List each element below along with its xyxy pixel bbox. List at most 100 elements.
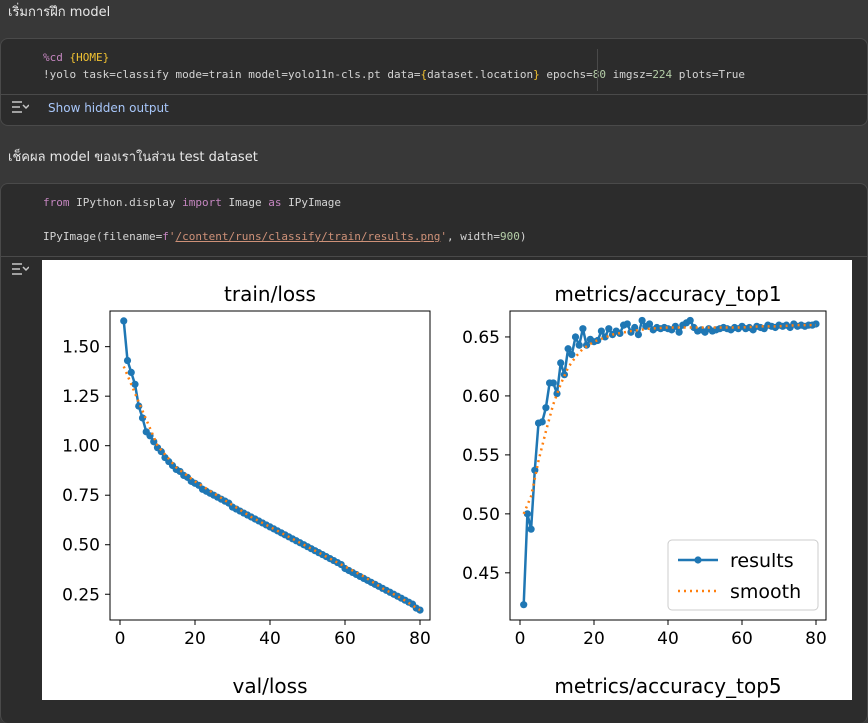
plots-arg: plots=True	[672, 68, 746, 81]
as-keyword: as	[268, 196, 282, 209]
y-tick-label: 0.75	[62, 486, 100, 506]
width-value: 900	[499, 230, 520, 243]
data-point	[542, 404, 550, 412]
x-tick-label: 80	[409, 629, 431, 649]
results-image: train/loss 0 20 40 60 80 0.25 0.50 0.75 1.00 1.25 1…	[42, 260, 852, 700]
data-point	[623, 320, 631, 328]
data-point	[564, 345, 572, 353]
data-point	[645, 320, 654, 328]
close-paren: )	[519, 230, 527, 243]
data-point	[575, 341, 583, 349]
legend-box	[667, 539, 819, 611]
y-tick-label: 1.00	[62, 437, 100, 457]
train-section-heading: เริ่มการฝึก model	[8, 5, 111, 20]
data-point	[520, 601, 528, 609]
x-tick-label: 0	[515, 629, 526, 649]
epochs-label: epochs=	[539, 68, 593, 81]
y-tick-label: 0.55	[462, 446, 500, 466]
output-toggle-icon[interactable]	[11, 262, 29, 276]
y-tick-label: 1.50	[62, 338, 100, 358]
legend-results-label: results	[730, 550, 794, 572]
series-line-smooth	[522, 323, 816, 515]
y-tick-label: 0.50	[462, 505, 500, 525]
y-tick-label: 0.60	[462, 387, 500, 407]
data-point	[527, 525, 535, 533]
data-point	[686, 316, 694, 325]
quote-open: '	[168, 230, 176, 243]
brace-close: }	[533, 68, 540, 81]
x-tick-label: 80	[805, 629, 827, 649]
x-tick-label: 0	[115, 629, 126, 649]
data-point	[594, 336, 602, 345]
home-variable: {HOME}	[69, 51, 110, 64]
magic-command: %cd	[43, 51, 63, 64]
data-point	[601, 333, 609, 341]
code-cell-train[interactable]: %cd {HOME} !yolo task=classify mode=trai…	[0, 38, 868, 126]
y-tick-label: 0.45	[462, 564, 500, 584]
data-point	[150, 438, 158, 446]
legend-results-marker	[694, 556, 702, 564]
brace-open: {	[420, 68, 428, 81]
code-line-cd[interactable]: %cd {HOME}	[43, 51, 109, 64]
test-section-heading: เช็คผล model ของเราในส่วน test dataset	[8, 150, 258, 165]
from-keyword: from	[43, 196, 70, 209]
output-toggle-icon[interactable]	[11, 100, 29, 114]
data-point	[579, 325, 587, 333]
width-arg: , width=	[447, 230, 500, 243]
data-point	[605, 325, 613, 333]
code-line-yolo[interactable]: !yolo task=classify mode=train model=yol…	[43, 68, 745, 81]
x-tick-label: 40	[259, 629, 281, 649]
data-point	[571, 333, 580, 341]
y-tick-label: 0.25	[62, 585, 100, 605]
data-point	[568, 351, 576, 359]
x-tick-label: 60	[731, 629, 753, 649]
x-tick-label: 40	[657, 629, 679, 649]
data-point	[127, 368, 135, 377]
results-plots: train/loss 0 20 40 60 80 0.25 0.50 0.75 1.00 1.25 1…	[62, 282, 827, 698]
x-tick-label: 20	[184, 629, 206, 649]
x-tick-label: 60	[334, 629, 356, 649]
data-point	[634, 330, 643, 339]
y-tick-label: 0.65	[462, 328, 500, 348]
chart-title: metrics/accuracy_top1	[554, 282, 781, 306]
data-point	[583, 341, 591, 349]
y-tick-label: 0.50	[62, 536, 100, 556]
chart-title: train/loss	[224, 282, 316, 306]
fstring-prefix: f	[162, 230, 169, 243]
data-point	[538, 418, 546, 426]
import-keyword: import	[182, 196, 222, 209]
ipyimage-call: IPyImage(filename=	[43, 230, 163, 243]
data-point	[557, 359, 565, 367]
data-point	[416, 606, 424, 614]
data-point	[597, 327, 606, 335]
yolo-command: !yolo task=classify mode=train model=yol…	[43, 68, 421, 81]
chart-title-val-loss: val/loss	[232, 674, 307, 698]
series-line-smooth	[122, 365, 421, 612]
module-name: IPython.display	[69, 196, 183, 209]
x-tick-label: 20	[583, 629, 605, 649]
code-line-ipyimage[interactable]: IPyImage(filename=f'/content/runs/classi…	[43, 230, 526, 243]
data-point	[131, 380, 139, 388]
ruler-line	[597, 49, 598, 91]
imgsz-value: 224	[652, 68, 673, 81]
data-point	[138, 414, 147, 422]
data-point	[135, 402, 143, 410]
import-alias: IPyImage	[281, 196, 342, 209]
y-tick-label: 1.25	[62, 387, 100, 407]
data-point	[675, 328, 683, 336]
code-line-import[interactable]: from IPython.display import Image as IPy…	[43, 196, 341, 209]
data-point	[549, 379, 557, 387]
show-hidden-output-button[interactable]: Show hidden output	[48, 101, 169, 115]
data-point	[523, 510, 531, 518]
series-line-results	[122, 320, 421, 612]
plot-frame	[109, 310, 431, 621]
epochs-value: 80	[592, 68, 606, 81]
cell-output-divider	[1, 94, 867, 95]
legend-smooth-label: smooth	[730, 581, 801, 603]
data-point	[638, 316, 646, 325]
quote-close: '	[440, 230, 447, 243]
data-point	[120, 317, 128, 325]
import-name: Image	[221, 196, 269, 209]
chart-title-accuracy-top5: metrics/accuracy_top5	[554, 674, 781, 698]
results-path[interactable]: /content/runs/classify/train/results.png	[175, 230, 441, 243]
